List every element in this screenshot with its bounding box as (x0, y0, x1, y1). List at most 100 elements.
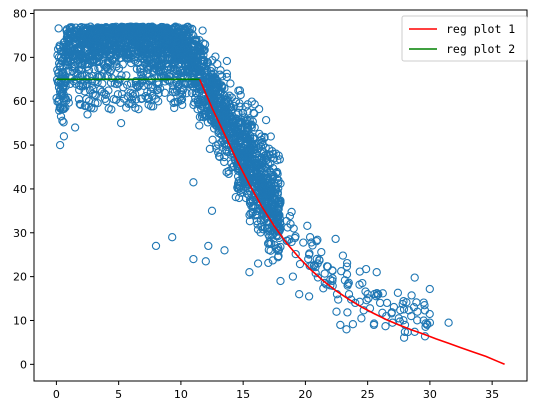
scatter-point (344, 290, 354, 299)
scatter-point (81, 81, 90, 90)
scatter-point (76, 31, 85, 41)
scatter-point (77, 52, 87, 62)
scatter-point (419, 298, 428, 307)
scatter-point (126, 49, 135, 58)
scatter-point (378, 289, 387, 298)
scatter-point (336, 320, 345, 330)
scatter-point (234, 108, 243, 118)
scatter-point (400, 320, 410, 330)
scatter-point (211, 52, 220, 61)
scatter-point (404, 306, 414, 315)
scatter-point (75, 99, 84, 109)
scatter-point (231, 192, 240, 202)
scatter-point (57, 74, 67, 83)
scatter-point (64, 50, 74, 60)
scatter-point (194, 67, 203, 76)
y-axis: 0 10 20 30 40 50 60 70 80 (13, 8, 34, 371)
y-tick-label: 0 (20, 358, 27, 371)
scatter-point (62, 34, 72, 44)
scatter-point (59, 118, 68, 127)
scatter-point (102, 29, 111, 38)
scatter-point (361, 287, 370, 296)
scatter-point (185, 28, 194, 37)
scatter-point (224, 117, 233, 127)
scatter-point (220, 152, 229, 162)
scatter-point (357, 314, 366, 323)
scatter-point (149, 102, 158, 111)
scatter-point (181, 37, 191, 46)
scatter-point (264, 258, 273, 268)
scatter-point (271, 168, 281, 178)
scatter-point (276, 198, 285, 207)
x-tick-label: 15 (236, 388, 250, 401)
scatter-point (261, 115, 271, 125)
scatter-point (271, 186, 281, 195)
scatter-point (104, 86, 113, 95)
scatter-point (407, 311, 416, 321)
scatter-point (162, 25, 171, 34)
scatter-point (187, 54, 196, 64)
scatter-point (274, 151, 283, 160)
scatter-point (410, 273, 419, 282)
scatter-point (245, 268, 254, 277)
scatter-point (171, 37, 180, 46)
scatter-point (216, 120, 225, 129)
scatter-point (320, 269, 329, 278)
scatter-point (186, 51, 196, 60)
scatter-point (199, 84, 208, 93)
scatter-point (307, 238, 316, 247)
scatter-point (184, 31, 193, 41)
scatter-point (76, 100, 85, 109)
scatter-point (176, 44, 186, 53)
scatter-point (217, 105, 226, 115)
scatter-point (253, 211, 262, 220)
scatter-point (265, 238, 274, 247)
scatter-point (199, 57, 209, 66)
scatter-point (200, 45, 209, 55)
scatter-point (287, 207, 296, 217)
scatter-point (169, 81, 178, 91)
scatter-points (52, 22, 453, 342)
scatter-point (68, 66, 77, 76)
scatter-point (399, 305, 409, 314)
scatter-point (361, 264, 371, 274)
scatter-point (91, 99, 100, 108)
scatter-point (328, 276, 337, 286)
x-axis: 0 5 10 15 20 25 30 35 (53, 381, 499, 401)
scatter-point (234, 118, 243, 127)
scatter-point (145, 54, 154, 63)
scatter-point (181, 27, 191, 36)
scatter-point (54, 95, 64, 104)
scatter-point (323, 262, 332, 271)
scatter-point (382, 298, 392, 308)
scatter-point (305, 233, 315, 242)
scatter-point (220, 130, 229, 139)
scatter-point (264, 230, 273, 239)
scatter-point (136, 27, 146, 37)
scatter-point (122, 80, 132, 89)
scatter-point (89, 104, 98, 113)
scatter-point (275, 227, 284, 236)
scatter-point (425, 318, 435, 327)
scatter-point (375, 298, 385, 308)
scatter-point (125, 27, 134, 36)
scatter-point (263, 224, 273, 233)
scatter-point (196, 44, 205, 53)
scatter-point (364, 294, 373, 303)
scatter-point (342, 325, 351, 334)
scatter-point (209, 69, 218, 78)
scatter-point (351, 298, 360, 308)
scatter-point (189, 100, 198, 110)
scatter-point (249, 108, 258, 118)
scatter-point (236, 188, 246, 197)
scatter-point (213, 76, 222, 85)
scatter-point (253, 193, 262, 202)
scatter-point (241, 102, 250, 111)
y-tick-label: 20 (13, 271, 27, 284)
scatter-point (198, 110, 208, 119)
scatter-point (399, 316, 408, 325)
scatter-point (177, 59, 186, 68)
scatter-point (183, 66, 192, 76)
scatter-point (215, 152, 224, 162)
scatter-point (272, 174, 282, 183)
